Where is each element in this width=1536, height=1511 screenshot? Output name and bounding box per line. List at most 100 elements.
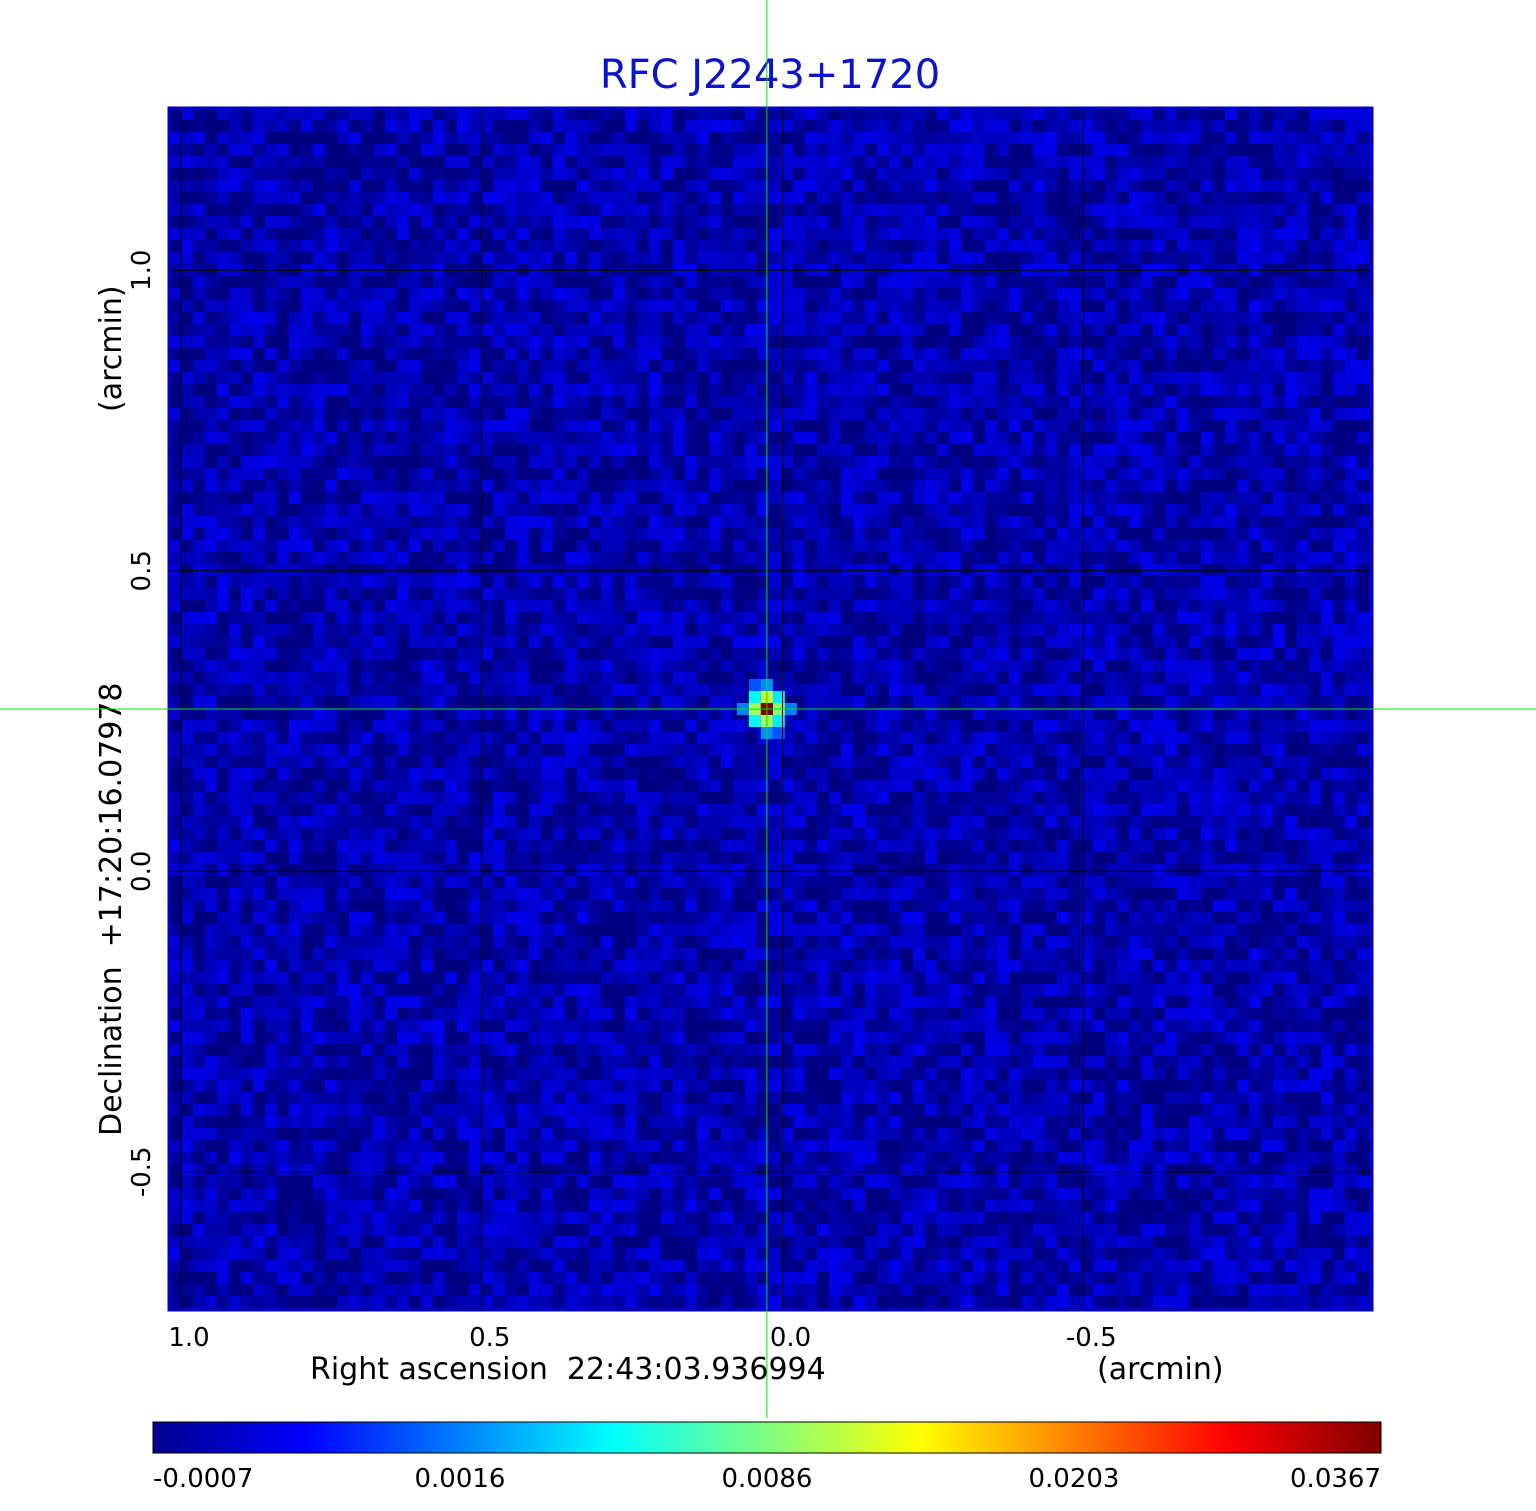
image-pixel bbox=[1105, 528, 1117, 540]
image-pixel bbox=[577, 300, 589, 312]
image-pixel bbox=[925, 480, 937, 492]
image-pixel bbox=[1009, 168, 1021, 180]
image-pixel bbox=[1033, 324, 1045, 336]
image-pixel bbox=[625, 156, 637, 168]
image-pixel bbox=[529, 480, 541, 492]
image-pixel bbox=[1249, 276, 1261, 288]
image-pixel bbox=[1045, 348, 1057, 360]
image-pixel bbox=[601, 216, 613, 228]
image-pixel bbox=[1249, 492, 1261, 504]
image-pixel bbox=[817, 324, 829, 336]
image-pixel bbox=[577, 240, 589, 252]
image-pixel bbox=[841, 192, 853, 204]
image-pixel bbox=[1033, 540, 1045, 552]
image-pixel bbox=[997, 324, 1009, 336]
image-pixel bbox=[781, 228, 793, 240]
image-pixel bbox=[229, 228, 241, 240]
image-pixel bbox=[1177, 588, 1189, 600]
image-pixel bbox=[1213, 564, 1225, 576]
image-pixel bbox=[1009, 576, 1021, 588]
image-pixel bbox=[973, 684, 985, 696]
image-pixel bbox=[769, 348, 781, 360]
image-pixel bbox=[361, 660, 373, 672]
image-pixel bbox=[1249, 324, 1261, 336]
image-pixel bbox=[313, 552, 325, 564]
image-pixel bbox=[565, 552, 577, 564]
image-pixel bbox=[925, 288, 937, 300]
image-pixel bbox=[1249, 468, 1261, 480]
image-pixel bbox=[1177, 204, 1189, 216]
image-pixel bbox=[1309, 504, 1321, 516]
image-pixel bbox=[721, 420, 733, 432]
image-pixel bbox=[217, 588, 229, 600]
image-pixel bbox=[541, 180, 553, 192]
image-pixel bbox=[961, 552, 973, 564]
image-pixel bbox=[805, 300, 817, 312]
image-pixel bbox=[553, 384, 565, 396]
image-pixel bbox=[1261, 216, 1273, 228]
image-pixel bbox=[949, 228, 961, 240]
image-pixel bbox=[589, 360, 601, 372]
image-pixel bbox=[1249, 444, 1261, 456]
image-pixel bbox=[1189, 396, 1201, 408]
image-pixel bbox=[709, 552, 721, 564]
image-pixel bbox=[181, 168, 193, 180]
image-pixel bbox=[997, 180, 1009, 192]
image-pixel bbox=[1045, 468, 1057, 480]
image-pixel bbox=[649, 444, 661, 456]
image-pixel bbox=[769, 564, 781, 576]
image-pixel bbox=[637, 192, 649, 204]
image-pixel bbox=[913, 528, 925, 540]
image-pixel bbox=[445, 240, 457, 252]
image-pixel bbox=[217, 684, 229, 696]
image-pixel bbox=[1261, 240, 1273, 252]
image-pixel bbox=[493, 372, 505, 384]
image-pixel bbox=[721, 432, 733, 444]
image-pixel bbox=[505, 468, 517, 480]
image-pixel bbox=[1285, 492, 1297, 504]
image-pixel bbox=[985, 600, 997, 612]
image-pixel bbox=[1309, 588, 1321, 600]
image-pixel bbox=[181, 516, 193, 528]
image-pixel bbox=[337, 492, 349, 504]
image-pixel bbox=[721, 504, 733, 516]
image-pixel bbox=[793, 444, 805, 456]
image-pixel bbox=[553, 636, 565, 648]
image-pixel bbox=[589, 252, 601, 264]
image-pixel bbox=[1297, 144, 1309, 156]
image-pixel bbox=[1117, 252, 1129, 264]
image-pixel bbox=[673, 228, 685, 240]
image-pixel bbox=[217, 444, 229, 456]
image-pixel bbox=[409, 564, 421, 576]
image-pixel bbox=[673, 240, 685, 252]
image-pixel bbox=[193, 324, 205, 336]
image-pixel bbox=[205, 372, 217, 384]
image-pixel bbox=[1333, 120, 1345, 132]
image-pixel bbox=[793, 192, 805, 204]
image-pixel bbox=[685, 624, 697, 636]
image-pixel bbox=[469, 480, 481, 492]
image-pixel bbox=[505, 600, 517, 612]
image-pixel bbox=[637, 216, 649, 228]
image-pixel bbox=[289, 168, 301, 180]
image-pixel bbox=[1213, 492, 1225, 504]
image-pixel bbox=[169, 564, 181, 576]
image-pixel bbox=[1297, 288, 1309, 300]
image-pixel bbox=[349, 624, 361, 636]
image-pixel bbox=[313, 588, 325, 600]
image-pixel bbox=[853, 396, 865, 408]
image-pixel bbox=[205, 444, 217, 456]
image-pixel bbox=[1321, 384, 1333, 396]
image-pixel bbox=[517, 204, 529, 216]
image-pixel bbox=[1261, 684, 1273, 696]
image-pixel bbox=[925, 192, 937, 204]
image-pixel bbox=[553, 528, 565, 540]
image-pixel bbox=[973, 288, 985, 300]
image-pixel bbox=[541, 468, 553, 480]
image-pixel bbox=[301, 480, 313, 492]
image-pixel bbox=[1213, 432, 1225, 444]
image-pixel bbox=[697, 552, 709, 564]
image-pixel bbox=[1129, 672, 1141, 684]
image-pixel bbox=[181, 288, 193, 300]
image-pixel bbox=[589, 432, 601, 444]
